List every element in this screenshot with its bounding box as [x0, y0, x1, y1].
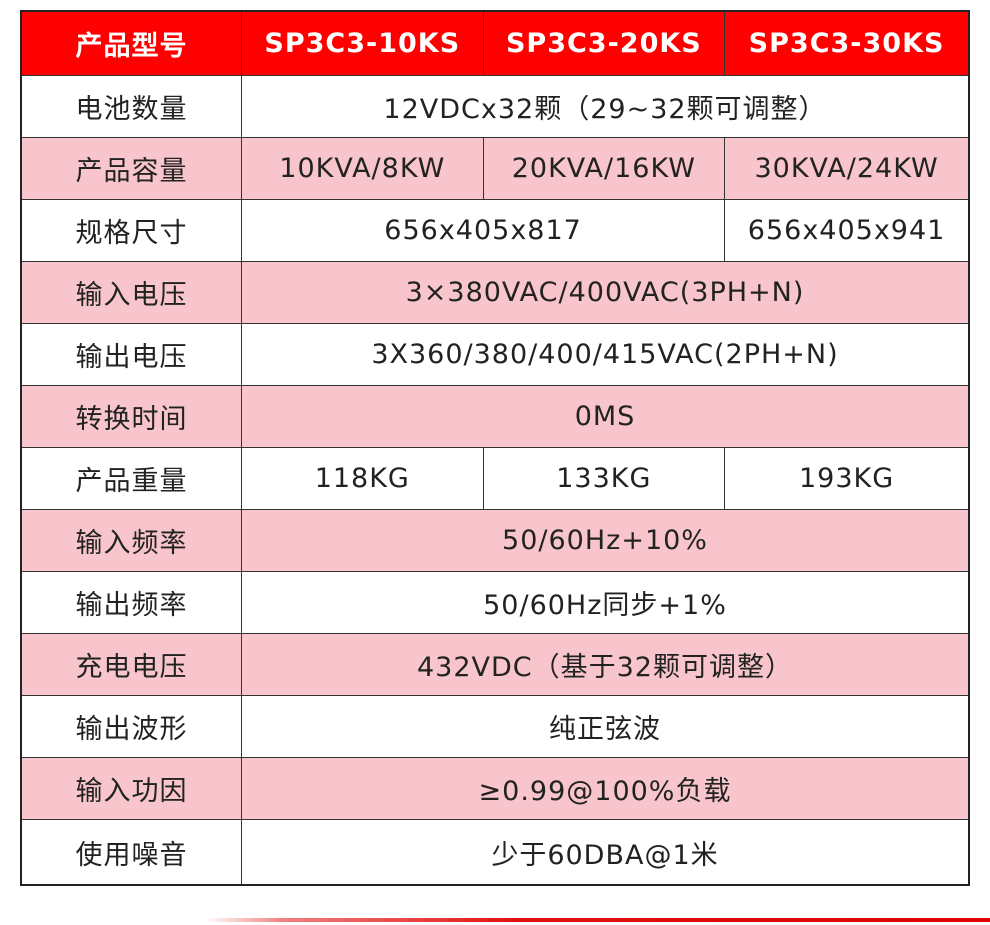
row-value: 12VDCx32颗（29~32颗可调整） [241, 75, 970, 138]
row-value: 纯正弦波 [241, 695, 970, 758]
row-label: 产品容量 [20, 137, 242, 200]
model-30ks: SP3C3-30KS [724, 10, 970, 76]
row-label: 充电电压 [20, 633, 242, 696]
table-row: 产品重量 118KG 133KG 193KG [20, 447, 970, 510]
row-value: 50/60Hz同步+1% [241, 571, 970, 634]
row-value: 3×380VAC/400VAC(3PH+N) [241, 261, 970, 324]
row-label: 输出波形 [20, 695, 242, 758]
table-row: 产品容量 10KVA/8KW 20KVA/16KW 30KVA/24KW [20, 137, 970, 200]
row-label: 输出频率 [20, 571, 242, 634]
row-value: 118KG [241, 447, 484, 510]
row-value: 656x405x941 [724, 199, 970, 262]
model-10ks: SP3C3-10KS [241, 10, 484, 76]
table-row: 输出波形 纯正弦波 [20, 695, 970, 758]
table-row: 输入电压 3×380VAC/400VAC(3PH+N) [20, 261, 970, 324]
table-row: 转换时间 0MS [20, 385, 970, 448]
table-row: 输入频率 50/60Hz+10% [20, 509, 970, 572]
row-label: 输入功因 [20, 757, 242, 820]
row-label: 电池数量 [20, 75, 242, 138]
row-value: 20KVA/16KW [482, 137, 726, 200]
row-value: 3X360/380/400/415VAC(2PH+N) [241, 323, 970, 386]
table-row: 输入功因 ≥0.99@100%负载 [20, 757, 970, 820]
decorative-divider [205, 918, 990, 922]
row-label: 规格尺寸 [20, 199, 242, 262]
row-value: 30KVA/24KW [724, 137, 970, 200]
table-row: 电池数量 12VDCx32颗（29~32颗可调整） [20, 75, 970, 138]
spec-table: 产品型号 SP3C3-10KS SP3C3-20KS SP3C3-30KS 电池… [20, 10, 970, 886]
row-value: 432VDC（基于32颗可调整） [241, 633, 970, 696]
row-label: 产品重量 [20, 447, 242, 510]
row-value: 193KG [724, 447, 970, 510]
row-value: ≥0.99@100%负载 [241, 757, 970, 820]
row-value: 133KG [482, 447, 726, 510]
row-label: 输出电压 [20, 323, 242, 386]
row-value: 10KVA/8KW [241, 137, 484, 200]
header-label: 产品型号 [20, 10, 242, 76]
table-row: 规格尺寸 656x405x817 656x405x941 [20, 199, 970, 262]
row-label: 输入频率 [20, 509, 242, 572]
table-row: 输出电压 3X360/380/400/415VAC(2PH+N) [20, 323, 970, 386]
model-20ks: SP3C3-20KS [482, 10, 726, 76]
row-label: 使用噪音 [20, 819, 242, 886]
row-value: 50/60Hz+10% [241, 509, 970, 572]
table-header-row: 产品型号 SP3C3-10KS SP3C3-20KS SP3C3-30KS [20, 10, 970, 76]
table-row: 使用噪音 少于60DBA@1米 [20, 819, 970, 886]
row-value: 0MS [241, 385, 970, 448]
table-row: 充电电压 432VDC（基于32颗可调整） [20, 633, 970, 696]
row-label: 输入电压 [20, 261, 242, 324]
row-value: 656x405x817 [240, 199, 726, 262]
row-label: 转换时间 [20, 385, 242, 448]
row-value: 少于60DBA@1米 [241, 819, 970, 886]
table-row: 输出频率 50/60Hz同步+1% [20, 571, 970, 634]
